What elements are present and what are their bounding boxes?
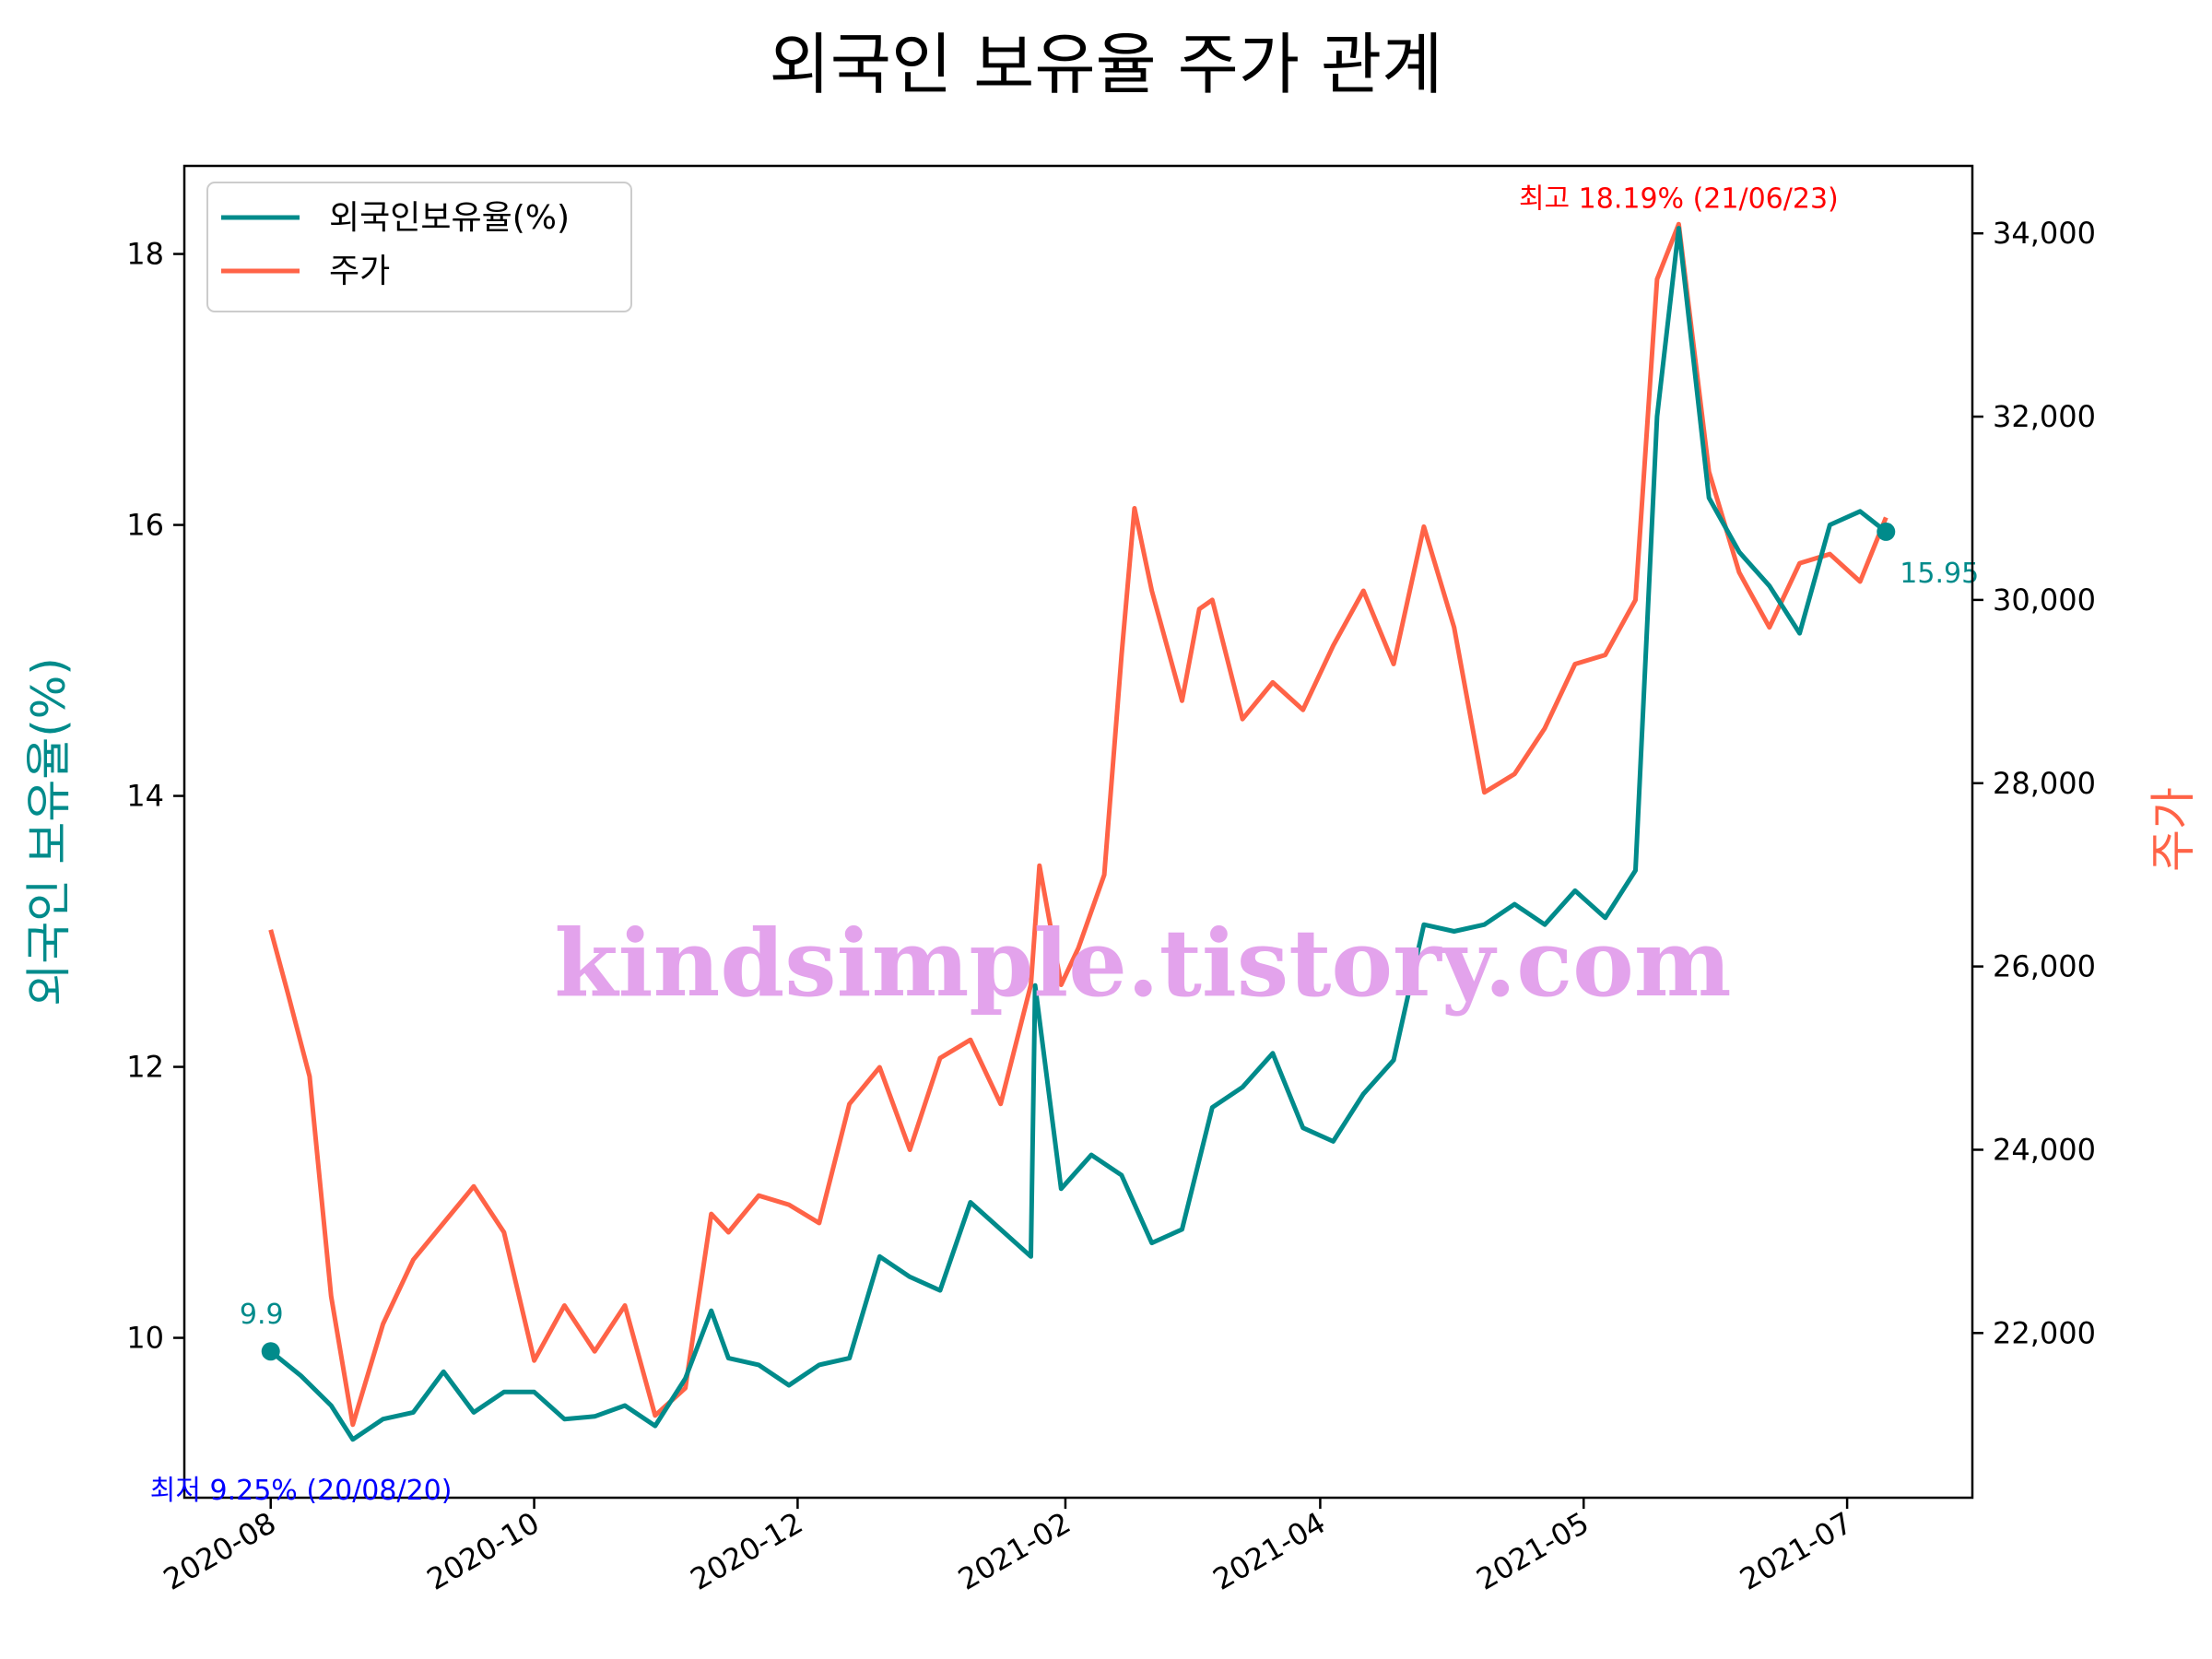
left-tick-label: 14 bbox=[126, 779, 164, 814]
right-tick-label: 24,000 bbox=[1993, 1132, 2096, 1167]
right-tick-label: 34,000 bbox=[1993, 216, 2096, 251]
right-y-axis: 22,000 24,000 26,000 28,000 30,000 32,000 34,0… bbox=[1972, 216, 2096, 1350]
series-line-0 bbox=[269, 226, 1888, 1442]
right-tick-label: 26,000 bbox=[1993, 949, 2096, 984]
left-tick-label: 18 bbox=[126, 237, 164, 272]
left-tick-label: 12 bbox=[126, 1050, 164, 1085]
legend-box bbox=[206, 182, 632, 312]
right-tick-label: 28,000 bbox=[1993, 766, 2096, 801]
series-line-1 bbox=[268, 221, 1888, 1428]
x-tick-label: 2021-07 bbox=[1734, 1505, 1858, 1597]
x-tick-label: 2021-04 bbox=[1207, 1505, 1332, 1597]
right-tick-label: 22,000 bbox=[1993, 1315, 2096, 1350]
left-tick-label: 16 bbox=[126, 508, 164, 543]
x-tick-label: 2020-08 bbox=[158, 1505, 282, 1597]
annotation-min: 최저 9.25% (20/08/20) bbox=[150, 1475, 453, 1507]
left-tick-label: 10 bbox=[126, 1321, 164, 1356]
annotation-max: 최고 18.19% (21/06/23) bbox=[1519, 183, 1839, 216]
marker-layer: 9.9 15.95 bbox=[240, 522, 1979, 1361]
left-y-axis: 10 12 14 16 18 bbox=[126, 237, 184, 1356]
watermark: kindsimple.tistory.com bbox=[554, 909, 1731, 1018]
right-tick-label: 32,000 bbox=[1993, 399, 2096, 434]
x-tick-label: 2020-10 bbox=[421, 1505, 546, 1597]
point-label-1: 15.95 bbox=[1900, 558, 1979, 590]
x-axis: 2020-08 2020-10 2020-12 2021-02 2021-04 2021-… bbox=[158, 1498, 1858, 1597]
legend-label-foreign-ratio: 외국인보유율(%) bbox=[329, 199, 570, 237]
x-tick-label: 2021-05 bbox=[1470, 1505, 1594, 1597]
x-tick-label: 2021-02 bbox=[952, 1505, 1077, 1597]
right-tick-label: 30,000 bbox=[1993, 582, 2096, 618]
y-axis-label-left: 외국인 보유율(%) bbox=[22, 657, 76, 1006]
legend: 외국인보유율(%) 주가 bbox=[206, 182, 632, 312]
x-tick-label: 2020-12 bbox=[685, 1505, 809, 1597]
y-axis-label-right: 주가 bbox=[2147, 787, 2200, 872]
chart-title: 외국인 보유율 주가 관계 bbox=[769, 26, 1442, 103]
series-layer bbox=[268, 221, 1888, 1442]
point-marker-0 bbox=[261, 1342, 280, 1361]
point-marker-1 bbox=[1877, 522, 1896, 541]
plot-frame bbox=[182, 164, 1974, 1500]
point-label-0: 9.9 bbox=[240, 1299, 284, 1331]
legend-label-price: 주가 bbox=[329, 253, 390, 290]
